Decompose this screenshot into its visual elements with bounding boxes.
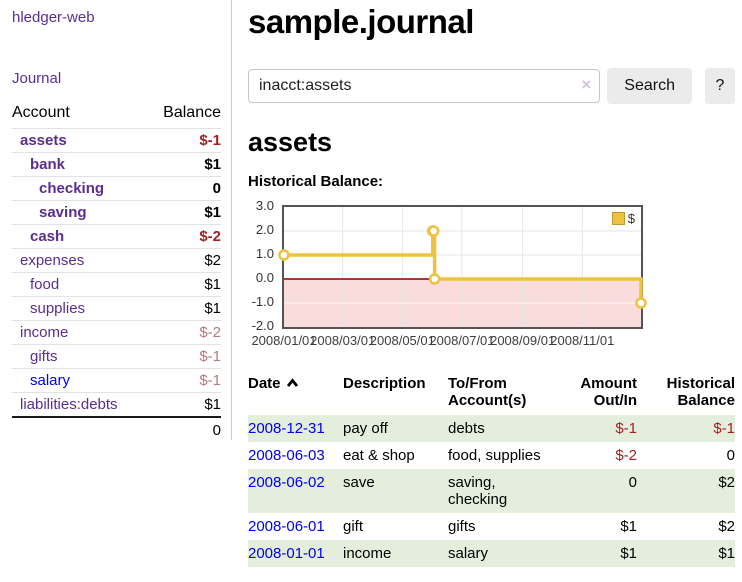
search-button[interactable]: Search [607, 68, 692, 104]
account-link-expenses[interactable]: expenses [20, 252, 85, 269]
transaction-accounts: gifts [448, 518, 476, 535]
register-header-date[interactable]: Date [248, 371, 343, 415]
transaction-amount: $1 [620, 518, 637, 535]
chart-legend: $ [609, 210, 637, 227]
transaction-date-link[interactable]: 2008-06-03 [248, 447, 325, 464]
accounts-total: 0 [147, 416, 221, 443]
legend-swatch-icon [611, 212, 625, 225]
chart-y-axis: 3.0 2.0 1.0 0.0 -1.0 -2.0 [248, 198, 276, 333]
transaction-accounts: saving, checking [448, 469, 560, 513]
account-balance: $-1 [147, 128, 221, 153]
account-link-supplies[interactable]: supplies [30, 300, 86, 317]
sidebar: hledger-web Journal Account Balance asse… [0, 0, 232, 443]
transaction-description: gift [343, 518, 364, 535]
transaction-accounts: food, supplies [448, 447, 541, 464]
y-axis-tick-label: 0.0 [255, 270, 274, 285]
account-page-title: assets [248, 127, 333, 157]
transaction-description: income [343, 540, 448, 567]
transaction-amount: 0 [560, 469, 637, 513]
transaction-balance: $2 [718, 518, 735, 535]
transaction-description: eat & shop [343, 447, 415, 464]
register-header-balance: Historical Balance [666, 375, 735, 409]
account-balance: $-1 [147, 368, 221, 393]
y-axis-tick-label: -2.0 [251, 318, 274, 333]
search-form: × Search ? [248, 68, 735, 104]
accounts-table: Account Balance assets $-1 bank $1 checkin… [12, 102, 221, 443]
account-balance: $2 [147, 248, 221, 273]
y-axis-tick-label: 3.0 [255, 198, 274, 213]
transaction-balance: $-1 [637, 415, 735, 442]
account-balance: $1 [147, 392, 221, 417]
transaction-date-link[interactable]: 2008-01-01 [248, 545, 325, 562]
legend-label: $ [627, 211, 635, 226]
account-link-assets[interactable]: assets [20, 132, 67, 149]
chart-x-axis: 2008/01/01 2008/03/01 2008/05/01 2008/07/01… [251, 333, 684, 349]
page-title: sample.journal [248, 3, 474, 40]
account-link-bank[interactable]: bank [30, 156, 66, 173]
register-header-tofrom: To/From Account(s) [448, 375, 527, 409]
transaction-description: pay off [343, 415, 448, 442]
account-balance: $1 [147, 152, 221, 177]
sidebar-item-journal[interactable]: Journal [12, 70, 62, 87]
accounts-header-account: Account [12, 104, 70, 121]
transaction-date-link[interactable]: 2008-06-01 [248, 518, 325, 535]
account-balance: $1 [147, 296, 221, 321]
y-axis-tick-label: 1.0 [255, 246, 274, 261]
account-balance: $-1 [147, 344, 221, 369]
transaction-description: save [343, 469, 448, 513]
table-row: 2008-01-01 income salary $1 $1 [248, 540, 735, 567]
register-header-amount: Amount Out/In [580, 375, 637, 409]
account-link-income[interactable]: income [20, 324, 69, 341]
accounts-header-balance: Balance [163, 104, 221, 121]
transaction-amount: $-1 [560, 415, 637, 442]
x-axis-tick-label: 2008/03/01 [310, 333, 376, 348]
account-balance: $1 [147, 200, 221, 225]
table-row: 2008-06-02 save saving, checking 0 $2 [248, 469, 735, 513]
account-link-checking[interactable]: checking [39, 180, 105, 197]
x-axis-tick-label: 2008/11/01 [550, 333, 615, 348]
y-axis-tick-label: 2.0 [255, 222, 274, 237]
x-axis-tick-label: 2008/01/01 [251, 333, 317, 348]
account-link-saving[interactable]: saving [39, 204, 87, 221]
x-axis-tick-label: 2008/09/01 [490, 333, 556, 348]
clear-search-icon[interactable]: × [581, 75, 592, 94]
transaction-accounts: salary [448, 540, 560, 567]
transaction-balance: $2 [637, 469, 735, 513]
account-balance: $1 [147, 272, 221, 297]
account-balance: $-2 [147, 320, 221, 345]
sort-ascending-icon [286, 375, 299, 392]
search-input[interactable] [248, 69, 601, 103]
account-link-gifts[interactable]: gifts [30, 348, 58, 365]
chart-plot-area: $ [278, 205, 647, 329]
main-content: sample.journal × Search ? assets Histori… [248, 0, 735, 567]
transaction-date-link[interactable]: 2008-06-02 [248, 474, 325, 491]
register-header-description: Description [343, 375, 426, 392]
account-link-liabilities-debts[interactable]: liabilities:debts [20, 396, 118, 413]
transaction-accounts: debts [448, 415, 560, 442]
transaction-balance: 0 [726, 447, 735, 464]
brand-link[interactable]: hledger-web [12, 9, 95, 26]
chart-svg [278, 207, 647, 327]
account-link-food[interactable]: food [30, 276, 60, 293]
x-axis-tick-label: 2008/05/01 [369, 333, 435, 348]
transaction-date-link[interactable]: 2008-12-31 [248, 420, 325, 437]
account-link-cash[interactable]: cash [30, 228, 65, 245]
transaction-amount: $-2 [615, 447, 637, 464]
account-link-salary[interactable]: salary [30, 372, 71, 389]
table-row: 2008-06-01 gift gifts $1 $2 [248, 513, 735, 540]
chart-section-label: Historical Balance: [248, 173, 384, 190]
account-balance: 0 [147, 176, 221, 201]
table-row: 2008-12-31 pay off debts $-1 $-1 [248, 415, 735, 442]
transaction-amount: $1 [560, 540, 637, 567]
historical-balance-chart: 3.0 2.0 1.0 0.0 -1.0 -2.0 $ 2008/01/01 2008/03… [248, 198, 735, 350]
table-row: 2008-06-03 eat & shop food, supplies $-2… [248, 442, 735, 469]
help-button[interactable]: ? [705, 68, 735, 104]
y-axis-tick-label: -1.0 [251, 294, 274, 309]
x-axis-tick-label: 2008/07/01 [429, 333, 495, 348]
account-balance: $-2 [147, 224, 221, 249]
transaction-balance: $1 [637, 540, 735, 567]
register-table: Date Description To/From Account(s) Amou… [248, 371, 735, 567]
